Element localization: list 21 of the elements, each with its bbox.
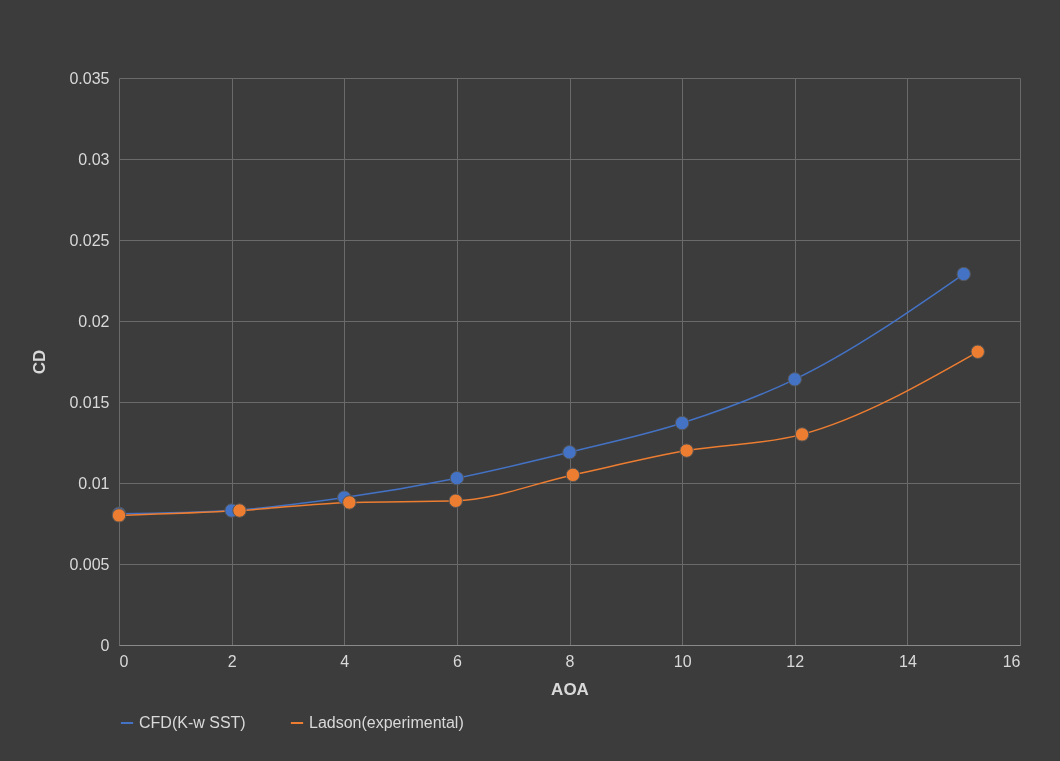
y-tick-label: 0.025 bbox=[69, 231, 110, 249]
x-tick-label: 4 bbox=[340, 652, 350, 670]
x-tick-label: 8 bbox=[565, 652, 575, 670]
x-tick-label: 16 bbox=[1002, 652, 1021, 670]
y-tick-label: 0.02 bbox=[78, 312, 110, 330]
x-tick-label: 2 bbox=[227, 652, 237, 670]
y-tick-label: 0.03 bbox=[78, 150, 110, 168]
x-tick-label: 0 bbox=[119, 652, 129, 670]
x-tick-label: 12 bbox=[786, 652, 805, 670]
y-tick-label: 0.015 bbox=[69, 393, 110, 411]
x-axis-title: AOA bbox=[551, 679, 589, 699]
y-tick-label: 0.035 bbox=[69, 69, 110, 87]
legend-label: Ladson(experimental) bbox=[309, 714, 464, 731]
x-tick-label: 14 bbox=[898, 652, 917, 670]
y-tick-label: 0.01 bbox=[78, 474, 110, 492]
y-tick-label: 0 bbox=[100, 636, 110, 654]
x-tick-label: 10 bbox=[673, 652, 692, 670]
x-tick-label: 6 bbox=[452, 652, 462, 670]
legend-label: CFD(K-w SST) bbox=[139, 714, 246, 731]
y-tick-label: 0.005 bbox=[69, 555, 110, 573]
y-axis-title: CD bbox=[30, 349, 50, 375]
